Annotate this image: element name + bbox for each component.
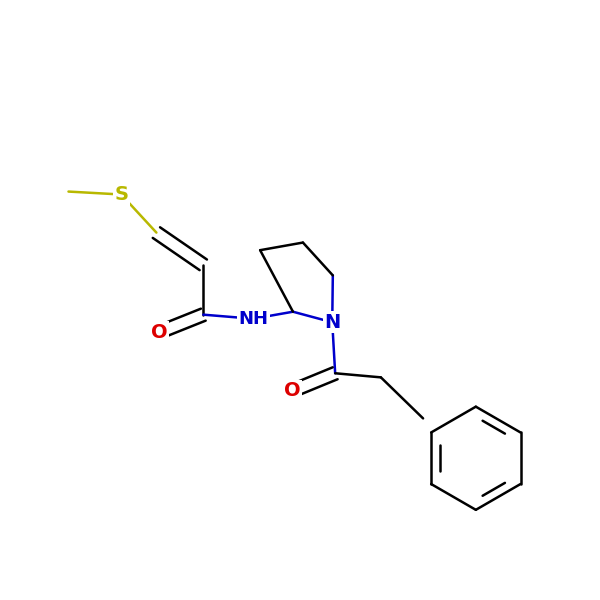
Text: O: O bbox=[284, 382, 301, 400]
Text: O: O bbox=[151, 323, 167, 342]
Text: N: N bbox=[324, 313, 340, 332]
Text: NH: NH bbox=[238, 310, 268, 328]
Text: S: S bbox=[114, 185, 128, 204]
